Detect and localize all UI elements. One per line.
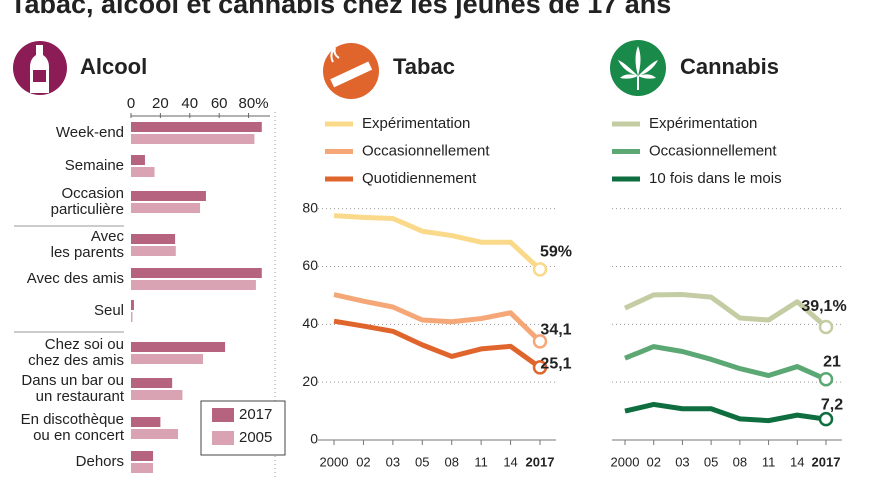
bar [131, 390, 183, 400]
bar [131, 191, 206, 201]
y-tick-label: 80 [302, 199, 318, 215]
x-tick-label: 80% [239, 95, 269, 112]
x-tick-label: 40 [181, 95, 198, 112]
value-label: 21 [823, 353, 841, 370]
line [333, 318, 542, 370]
bar [131, 122, 262, 132]
value-label: 25,1 [540, 356, 571, 373]
x-tick-label: 14 [790, 454, 804, 469]
bar [131, 451, 154, 461]
y-tick-label: 20 [302, 373, 318, 389]
end-marker [818, 372, 834, 387]
category-label: Semaine [65, 157, 124, 174]
x-tick-label: 2000 [320, 454, 349, 469]
legend-label: 2017 [239, 406, 272, 423]
legend-label: Expérimentation [649, 115, 757, 132]
x-tick-label: 2017 [526, 454, 555, 469]
y-tick-label: 40 [302, 315, 318, 331]
legend-label: Quotidiennement [362, 170, 477, 187]
x-tick-label: 14 [503, 454, 517, 469]
category-label: Occasion particulière [51, 185, 124, 218]
chart-title: Alcool [80, 54, 147, 79]
bar [131, 354, 203, 364]
category-label: Dans un bar ou un restaurant [21, 372, 124, 405]
line [624, 401, 827, 424]
bar [131, 280, 256, 290]
bar [131, 429, 179, 439]
chart-title: Tabac [393, 54, 455, 79]
bar [131, 167, 155, 177]
x-tick-label: 11 [762, 454, 776, 469]
line [333, 213, 542, 272]
x-tick-label: 20 [152, 95, 169, 112]
bar [131, 378, 173, 388]
legend-swatch [212, 408, 234, 422]
page-title: Tabac, alcool et cannabis chez les jeune… [10, 0, 671, 19]
x-tick-label: 0 [127, 95, 135, 112]
legend-label: 10 fois dans le mois [649, 170, 782, 187]
tabac-icon [323, 43, 379, 99]
bar [131, 203, 201, 213]
end-marker [532, 334, 548, 349]
category-label: Dehors [76, 453, 124, 470]
legend-label: Occasionnellement [362, 142, 490, 159]
end-marker [818, 411, 834, 427]
alcool-icon [13, 41, 67, 95]
category-label: Chez soi ou chez des amis [28, 336, 124, 369]
value-label: 7,2 [821, 396, 843, 413]
bar [131, 463, 154, 473]
x-tick-label: 03 [675, 454, 689, 469]
bar [131, 134, 255, 144]
line [624, 344, 828, 382]
value-label: 39,1% [801, 298, 846, 315]
y-tick-label: 60 [302, 257, 318, 273]
x-tick-label: 02 [646, 454, 660, 469]
chart-title: Cannabis [680, 54, 779, 79]
line [333, 292, 542, 344]
x-tick-label: 60 [211, 95, 228, 112]
x-tick-label: 2017 [812, 454, 841, 469]
category-label: Avec les parents [51, 228, 125, 261]
end-marker [532, 360, 548, 375]
value-label: 59% [540, 244, 572, 261]
category-label: En discothèque ou en concert [21, 411, 125, 444]
bar [131, 312, 133, 322]
bar [131, 234, 176, 244]
y-tick-label: 0 [310, 431, 318, 447]
category-label: Week-end [56, 124, 124, 141]
x-tick-label: 08 [444, 454, 458, 469]
legend-label: Expérimentation [362, 115, 470, 132]
x-tick-label: 11 [474, 454, 488, 469]
bar [131, 342, 226, 352]
x-tick-label: 05 [415, 454, 429, 469]
end-marker [818, 319, 834, 335]
legend-label: Occasionnellement [649, 142, 777, 159]
value-label: 34,1 [540, 322, 571, 339]
bar [131, 417, 161, 427]
bar [131, 300, 134, 310]
x-tick-label: 05 [704, 454, 718, 469]
x-tick-label: 02 [356, 454, 370, 469]
x-tick-label: 08 [733, 454, 747, 469]
legend-label: 2005 [239, 429, 272, 446]
line [623, 292, 828, 329]
x-tick-label: 2000 [611, 454, 640, 469]
category-label: Avec des amis [27, 270, 124, 287]
cannabis-icon [610, 40, 666, 96]
legend-swatch [212, 431, 234, 445]
bar [131, 155, 145, 165]
end-marker [532, 262, 548, 277]
bar [131, 268, 262, 278]
category-label: Seul [94, 302, 124, 319]
x-tick-label: 03 [386, 454, 400, 469]
bar [131, 246, 176, 256]
